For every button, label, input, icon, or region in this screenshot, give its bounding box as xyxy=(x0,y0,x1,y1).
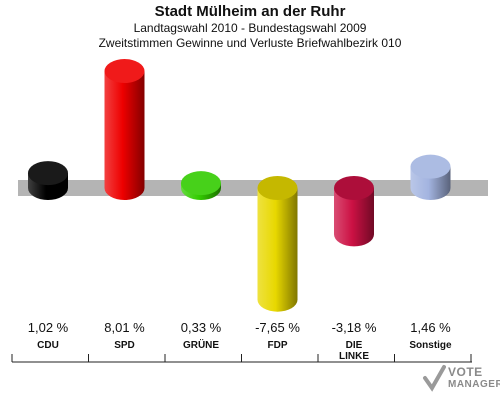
category-label-die-linke: DIE LINKE xyxy=(339,340,369,362)
value-label-die-linke: -3,18 % xyxy=(332,320,377,335)
value-label-gr-ne: 0,33 % xyxy=(181,320,222,335)
logo-text-vote: VOTE xyxy=(448,365,483,379)
bar-sonstige xyxy=(410,154,451,200)
bar-die-linke xyxy=(334,176,374,247)
chart-subtitle-2: Zweitstimmen Gewinne und Verluste Briefw… xyxy=(98,36,402,50)
bar-spd xyxy=(104,59,145,200)
vote-manager-logo: VOTE MANAGER xyxy=(422,364,500,396)
value-label-sonstige: 1,46 % xyxy=(410,320,451,335)
bar-cdu xyxy=(28,161,68,200)
category-label-cdu: CDU xyxy=(37,340,59,351)
value-label-spd: 8,01 % xyxy=(104,320,145,335)
category-label-spd: SPD xyxy=(114,340,135,351)
category-label-sonstige: Sonstige xyxy=(409,340,452,351)
bar-gr-ne xyxy=(181,171,221,200)
bar-fdp xyxy=(257,176,298,312)
category-label-fdp: FDP xyxy=(268,340,288,351)
value-label-fdp: -7,65 % xyxy=(255,320,300,335)
chart-title: Stadt Mülheim an der Ruhr xyxy=(154,3,346,20)
bars xyxy=(28,59,451,312)
value-label-cdu: 1,02 % xyxy=(28,320,69,335)
value-labels: 1,02 % 8,01 % 0,33 % -7,65 % -3,18 % 1,46 % xyxy=(28,320,451,335)
logo-text-manager: MANAGER xyxy=(448,379,500,390)
category-axis: CDU SPD GRÜNE FDP DIE LINKE Sonstige xyxy=(11,338,472,363)
category-label-gr-ne: GRÜNE xyxy=(183,338,219,351)
checkmark-icon xyxy=(423,365,446,392)
chart-subtitle: Landtagswahl 2010 - Bundestagswahl 2009 xyxy=(133,21,367,35)
